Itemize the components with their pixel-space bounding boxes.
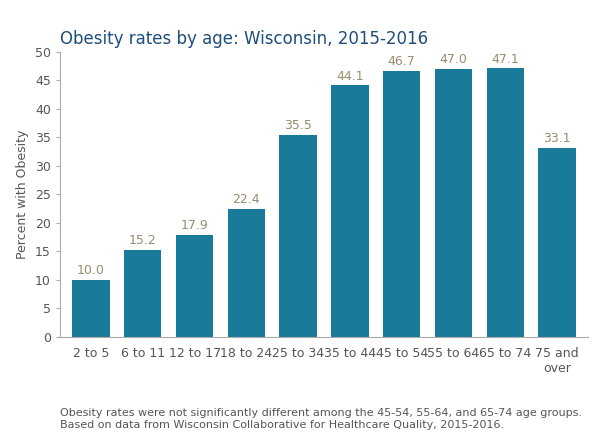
- Text: Obesity rates were not significantly different among the 45-54, 55-64, and 65-74: Obesity rates were not significantly dif…: [60, 408, 582, 430]
- Bar: [73, 280, 110, 337]
- Text: 33.1: 33.1: [543, 132, 571, 145]
- Bar: [435, 69, 472, 337]
- Bar: [124, 250, 161, 337]
- Bar: [280, 134, 317, 337]
- Bar: [228, 209, 265, 337]
- Text: 15.2: 15.2: [129, 235, 157, 248]
- Text: 44.1: 44.1: [336, 70, 364, 83]
- Text: 46.7: 46.7: [388, 55, 416, 68]
- Text: 47.0: 47.0: [439, 53, 467, 66]
- Bar: [176, 235, 213, 337]
- Bar: [331, 86, 368, 337]
- Text: 22.4: 22.4: [233, 194, 260, 206]
- Y-axis label: Percent with Obesity: Percent with Obesity: [16, 130, 29, 259]
- Bar: [487, 68, 524, 337]
- Bar: [383, 71, 420, 337]
- Text: 35.5: 35.5: [284, 119, 312, 132]
- Text: 10.0: 10.0: [77, 264, 105, 277]
- Bar: [538, 148, 575, 337]
- Text: 17.9: 17.9: [181, 219, 208, 232]
- Text: Obesity rates by age: Wisconsin, 2015-2016: Obesity rates by age: Wisconsin, 2015-20…: [60, 29, 428, 48]
- Text: 47.1: 47.1: [491, 53, 519, 66]
